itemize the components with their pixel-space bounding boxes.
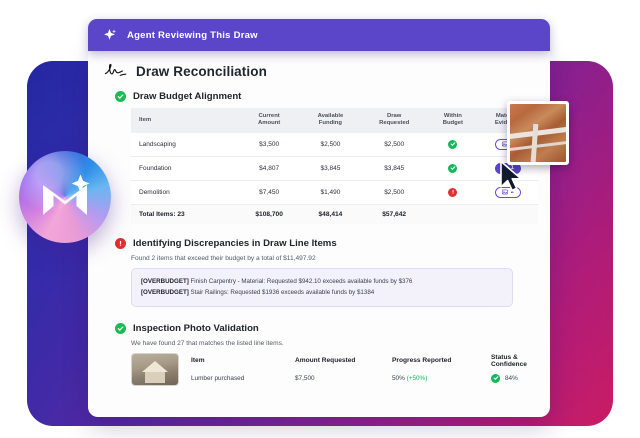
cell-item: Demolition bbox=[131, 180, 238, 205]
progress-value: 50% bbox=[392, 374, 405, 382]
evidence-badge[interactable]: 2 bbox=[494, 186, 521, 198]
inspection-row: Item Amount Requested Progress Reported … bbox=[131, 352, 534, 386]
overbudget-tag: [OVERBUDGET] bbox=[141, 289, 189, 297]
section-subtitle: We have found 27 that matches the listed… bbox=[131, 339, 284, 347]
foundation-site-photo bbox=[510, 104, 566, 162]
image-icon bbox=[501, 189, 508, 195]
table-row[interactable]: Demolition $7,450 $1,490 $2,500 bbox=[131, 180, 538, 205]
col-header-within-budget: Within Budget bbox=[428, 108, 478, 133]
table-total-row: Total Items: 23 $108,700 $48,414 $57,642 bbox=[131, 204, 538, 224]
status-ok-icon bbox=[448, 163, 458, 173]
cell-current-amount: $7,450 bbox=[237, 180, 301, 205]
col-header-progress-reported: Progress Reported bbox=[392, 357, 452, 365]
budget-table-body: Landscaping $3,500 $2,500 $2,500 bbox=[131, 132, 538, 224]
page-title: Draw Reconciliation bbox=[136, 63, 267, 79]
list-item: [OVERBUDGET] Stair Railings: Requested $… bbox=[141, 287, 503, 298]
table-row[interactable]: Foundation $4,807 $3,845 $3,845 bbox=[131, 156, 538, 181]
status-ok-icon bbox=[448, 139, 458, 149]
cell-item: Foundation bbox=[131, 156, 238, 181]
cell-available-funding: $2,500 bbox=[300, 132, 361, 157]
discrepancy-list: [OVERBUDGET] Finish Carpentry - Material… bbox=[131, 267, 513, 307]
table-row[interactable]: Landscaping $3,500 $2,500 $2,500 bbox=[131, 132, 538, 157]
table-header-row: Item Amount Requested Progress Reported … bbox=[191, 353, 534, 374]
evidence-count: 2 bbox=[510, 189, 514, 196]
evidence-count: 1 bbox=[510, 165, 514, 172]
section-discrepancies: Identifying Discrepancies in Draw Line I… bbox=[115, 237, 534, 307]
check-circle-icon bbox=[115, 322, 126, 334]
brand-orb-logo bbox=[19, 151, 111, 243]
cell-current-amount: $3,500 bbox=[237, 132, 301, 157]
table-header-row: Item Current Amount Available Funding Dr… bbox=[131, 108, 538, 133]
total-label: Total Items: 23 bbox=[131, 204, 238, 224]
inspection-table: Item Amount Requested Progress Reported … bbox=[191, 353, 534, 383]
section-title: Identifying Discrepancies in Draw Line I… bbox=[133, 237, 337, 249]
check-circle-icon bbox=[115, 91, 126, 102]
total-draw-requested: $57,642 bbox=[360, 204, 429, 224]
col-header-draw-requested: Draw Requested bbox=[360, 108, 429, 133]
col-header-amount-requested: Amount Requested bbox=[295, 357, 356, 365]
cell-amount-requested: $7,500 bbox=[295, 374, 315, 382]
mouse-pointer bbox=[498, 160, 524, 193]
card-header: Draw Reconciliation bbox=[104, 63, 534, 79]
agent-banner-title: Agent Reviewing This Draw bbox=[127, 29, 258, 41]
draw-reconciliation-card: Draw Reconciliation Draw Budget Alignmen… bbox=[88, 51, 550, 417]
cell-available-funding: $3,845 bbox=[300, 156, 361, 181]
list-item: [OVERBUDGET] Finish Carpentry - Material… bbox=[141, 276, 503, 287]
col-header-status-confidence: Status & Confidence bbox=[491, 353, 527, 368]
cell-matched-evidence: 2 bbox=[477, 180, 538, 205]
cell-item: Lumber purchased bbox=[191, 374, 245, 382]
section-header: Draw Budget Alignment bbox=[115, 91, 534, 102]
total-current-amount: $108,700 bbox=[237, 204, 301, 224]
wall-shape bbox=[145, 371, 165, 383]
section-title: Inspection Photo Validation bbox=[133, 322, 259, 334]
cell-status-confidence: 84% bbox=[491, 373, 534, 383]
cell-within-budget bbox=[428, 132, 478, 157]
budget-table: Item Current Amount Available Funding Dr… bbox=[131, 108, 538, 224]
table-row[interactable]: Lumber purchased $7,500 50% (+50%) bbox=[191, 373, 534, 383]
total-available-funding: $48,414 bbox=[300, 204, 361, 224]
evidence-photo-popover[interactable] bbox=[507, 101, 569, 165]
section-header: Identifying Discrepancies in Draw Line I… bbox=[115, 237, 534, 249]
agent-status-banner: Agent Reviewing This Draw bbox=[88, 19, 550, 51]
inspection-thumbnail[interactable] bbox=[131, 352, 179, 386]
cell-draw-requested: $2,500 bbox=[360, 180, 429, 205]
col-header-item: Item bbox=[131, 108, 238, 133]
cell-available-funding: $1,490 bbox=[300, 180, 361, 205]
roof-shape bbox=[142, 360, 168, 372]
progress-delta: (+50%) bbox=[406, 374, 428, 382]
confidence-value: 84% bbox=[505, 374, 518, 382]
section-header: Inspection Photo Validation bbox=[115, 322, 534, 334]
cell-draw-requested: $3,845 bbox=[360, 156, 429, 181]
col-header-available-funding: Available Funding bbox=[300, 108, 361, 133]
section-inspection-photo-validation: Inspection Photo Validation We have foun… bbox=[115, 322, 534, 386]
section-subtitle: Found 2 items that exceed their budget b… bbox=[131, 254, 316, 262]
section-title: Draw Budget Alignment bbox=[133, 91, 242, 102]
cell-current-amount: $4,807 bbox=[237, 156, 301, 181]
cell-draw-requested: $2,500 bbox=[360, 132, 429, 157]
cell-within-budget bbox=[428, 156, 478, 181]
signature-icon bbox=[104, 63, 128, 79]
section-draw-budget-alignment: Draw Budget Alignment Item Current Amoun… bbox=[115, 91, 538, 224]
brand-mark-icon bbox=[43, 174, 90, 215]
total-matched-evidence-empty bbox=[477, 204, 538, 224]
cell-item: Landscaping bbox=[131, 132, 238, 157]
total-within-budget-empty bbox=[428, 204, 478, 224]
status-ok-icon bbox=[491, 373, 500, 383]
sparkle-icon bbox=[102, 28, 117, 43]
status-error-icon bbox=[448, 187, 458, 197]
cell-within-budget bbox=[428, 180, 478, 205]
alert-circle-icon bbox=[115, 237, 126, 249]
overbudget-tag: [OVERBUDGET] bbox=[141, 277, 189, 285]
col-header-current-amount: Current Amount bbox=[237, 108, 301, 133]
cell-progress-reported: 50% (+50%) bbox=[392, 374, 491, 383]
status-badge: 84% bbox=[491, 373, 534, 383]
overbudget-text: Stair Railings: Requested $1936 exceeds … bbox=[190, 289, 375, 297]
col-header-item: Item bbox=[191, 357, 205, 365]
overbudget-text: Finish Carpentry - Material: Requested $… bbox=[190, 277, 413, 285]
